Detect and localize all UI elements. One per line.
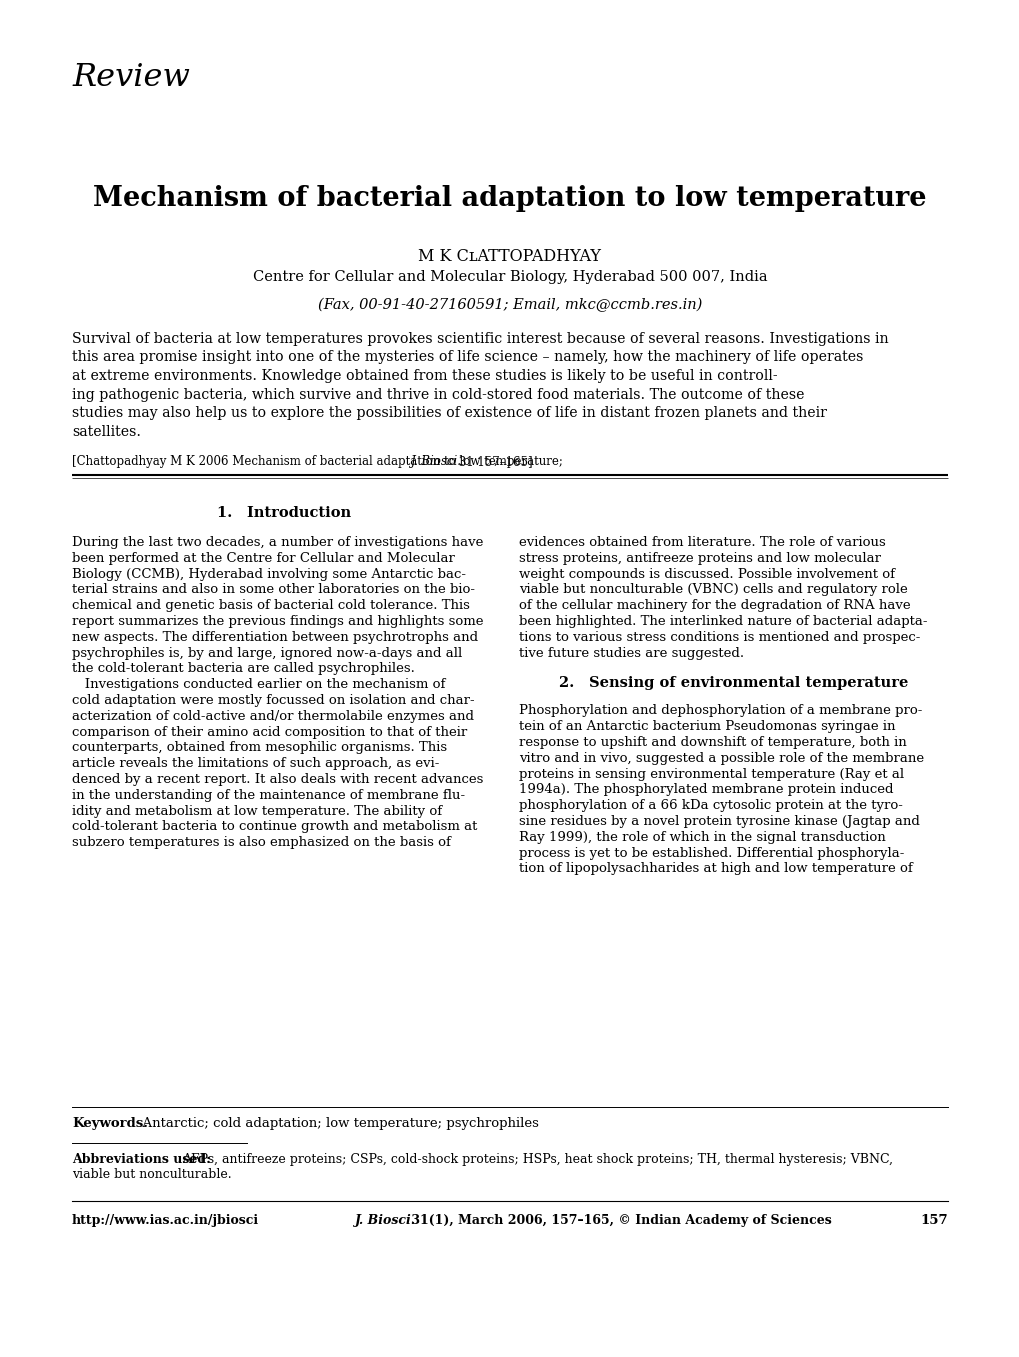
Text: idity and metabolism at low temperature. The ability of: idity and metabolism at low temperature.… bbox=[72, 805, 441, 818]
Text: Biology (CCMB), Hyderabad involving some Antarctic bac-: Biology (CCMB), Hyderabad involving some… bbox=[72, 567, 466, 581]
Text: Mechanism of bacterial adaptation to low temperature: Mechanism of bacterial adaptation to low… bbox=[93, 185, 926, 212]
Text: tive future studies are suggested.: tive future studies are suggested. bbox=[519, 646, 744, 660]
Text: (Fax, 00-91-40-27160591; Email, mkc@ccmb.res.in): (Fax, 00-91-40-27160591; Email, mkc@ccmb… bbox=[318, 299, 701, 312]
Text: report summarizes the previous findings and highlights some: report summarizes the previous findings … bbox=[72, 615, 483, 628]
Text: AFPs, antifreeze proteins; CSPs, cold-shock proteins; HSPs, heat shock proteins;: AFPs, antifreeze proteins; CSPs, cold-sh… bbox=[181, 1153, 892, 1166]
Text: stress proteins, antifreeze proteins and low molecular: stress proteins, antifreeze proteins and… bbox=[519, 552, 880, 565]
Text: proteins in sensing environmental temperature (Ray et al: proteins in sensing environmental temper… bbox=[519, 768, 903, 780]
Text: in the understanding of the maintenance of membrane flu-: in the understanding of the maintenance … bbox=[72, 788, 465, 802]
Text: Review: Review bbox=[72, 62, 190, 94]
Text: viable but nonculturable (VBNC) cells and regulatory role: viable but nonculturable (VBNC) cells an… bbox=[519, 584, 907, 596]
Text: sine residues by a novel protein tyrosine kinase (Jagtap and: sine residues by a novel protein tyrosin… bbox=[519, 816, 919, 828]
Text: J. Biosci.: J. Biosci. bbox=[355, 1215, 416, 1227]
Text: cold-tolerant bacteria to continue growth and metabolism at: cold-tolerant bacteria to continue growt… bbox=[72, 821, 477, 833]
Text: process is yet to be established. Differential phosphoryla-: process is yet to be established. Differ… bbox=[519, 847, 904, 859]
Text: subzero temperatures is also emphasized on the basis of: subzero temperatures is also emphasized … bbox=[72, 836, 450, 849]
Text: tion of lipopolysachharides at high and low temperature of: tion of lipopolysachharides at high and … bbox=[519, 863, 912, 875]
Text: this area promise insight into one of the mysteries of life science – namely, ho: this area promise insight into one of th… bbox=[72, 350, 862, 365]
Text: Phosphorylation and dephosphorylation of a membrane pro-: Phosphorylation and dephosphorylation of… bbox=[519, 704, 921, 718]
Text: evidences obtained from literature. The role of various: evidences obtained from literature. The … bbox=[519, 536, 884, 550]
Text: the cold-tolerant bacteria are called psychrophiles.: the cold-tolerant bacteria are called ps… bbox=[72, 662, 415, 676]
Text: cold adaptation were mostly focussed on isolation and char-: cold adaptation were mostly focussed on … bbox=[72, 693, 474, 707]
Text: J. Biosci.: J. Biosci. bbox=[411, 455, 462, 468]
Text: 31(1), March 2006, 157–165, © Indian Academy of Sciences: 31(1), March 2006, 157–165, © Indian Aca… bbox=[407, 1215, 830, 1227]
Text: http://www.ias.ac.in/jbiosci: http://www.ias.ac.in/jbiosci bbox=[72, 1215, 259, 1227]
Text: been performed at the Centre for Cellular and Molecular: been performed at the Centre for Cellula… bbox=[72, 552, 454, 565]
Text: During the last two decades, a number of investigations have: During the last two decades, a number of… bbox=[72, 536, 483, 550]
Text: article reveals the limitations of such approach, as evi-: article reveals the limitations of such … bbox=[72, 757, 439, 771]
Text: Ray 1999), the role of which in the signal transduction: Ray 1999), the role of which in the sign… bbox=[519, 830, 884, 844]
Text: Antarctic; cold adaptation; low temperature; psychrophiles: Antarctic; cold adaptation; low temperat… bbox=[133, 1117, 538, 1130]
Text: 31 157–165]: 31 157–165] bbox=[454, 455, 532, 468]
Text: Keywords.: Keywords. bbox=[72, 1117, 148, 1130]
Text: 1994a). The phosphorylated membrane protein induced: 1994a). The phosphorylated membrane prot… bbox=[519, 783, 893, 797]
Text: vitro and in vivo, suggested a possible role of the membrane: vitro and in vivo, suggested a possible … bbox=[519, 752, 923, 765]
Text: M K CʟATTOPADHYAY: M K CʟATTOPADHYAY bbox=[418, 248, 601, 265]
Text: of the cellular machinery for the degradation of RNA have: of the cellular machinery for the degrad… bbox=[519, 600, 910, 612]
Text: been highlighted. The interlinked nature of bacterial adapta-: been highlighted. The interlinked nature… bbox=[519, 615, 926, 628]
Text: counterparts, obtained from mesophilic organisms. This: counterparts, obtained from mesophilic o… bbox=[72, 741, 446, 754]
Text: acterization of cold-active and/or thermolabile enzymes and: acterization of cold-active and/or therm… bbox=[72, 710, 474, 723]
Text: satellites.: satellites. bbox=[72, 425, 141, 438]
Text: tions to various stress conditions is mentioned and prospec-: tions to various stress conditions is me… bbox=[519, 631, 919, 643]
Text: terial strains and also in some other laboratories on the bio-: terial strains and also in some other la… bbox=[72, 584, 475, 596]
Text: comparison of their amino acid composition to that of their: comparison of their amino acid compositi… bbox=[72, 726, 467, 738]
Text: 2.  Sensing of environmental temperature: 2. Sensing of environmental temperature bbox=[558, 676, 907, 691]
Text: [Chattopadhyay M K 2006 Mechanism of bacterial adaptation to low temperature;: [Chattopadhyay M K 2006 Mechanism of bac… bbox=[72, 455, 567, 468]
Text: ing pathogenic bacteria, which survive and thrive in cold-stored food materials.: ing pathogenic bacteria, which survive a… bbox=[72, 388, 804, 402]
Text: psychrophiles is, by and large, ignored now-a-days and all: psychrophiles is, by and large, ignored … bbox=[72, 646, 462, 660]
Text: Investigations conducted earlier on the mechanism of: Investigations conducted earlier on the … bbox=[72, 678, 445, 691]
Text: denced by a recent report. It also deals with recent advances: denced by a recent report. It also deals… bbox=[72, 773, 483, 786]
Text: Abbreviations used:: Abbreviations used: bbox=[72, 1153, 211, 1166]
Text: 1.  Introduction: 1. Introduction bbox=[217, 506, 352, 520]
Text: studies may also help us to explore the possibilities of existence of life in di: studies may also help us to explore the … bbox=[72, 406, 826, 421]
Text: tein of an Antarctic bacterium Pseudomonas syringae in: tein of an Antarctic bacterium Pseudomon… bbox=[519, 721, 895, 733]
Text: weight compounds is discussed. Possible involvement of: weight compounds is discussed. Possible … bbox=[519, 567, 894, 581]
Text: chemical and genetic basis of bacterial cold tolerance. This: chemical and genetic basis of bacterial … bbox=[72, 600, 470, 612]
Text: phosphorylation of a 66 kDa cytosolic protein at the tyro-: phosphorylation of a 66 kDa cytosolic pr… bbox=[519, 799, 902, 813]
Text: 157: 157 bbox=[919, 1215, 947, 1227]
Text: response to upshift and downshift of temperature, both in: response to upshift and downshift of tem… bbox=[519, 735, 906, 749]
Text: Centre for Cellular and Molecular Biology, Hyderabad 500 007, India: Centre for Cellular and Molecular Biolog… bbox=[253, 270, 766, 284]
Text: viable but nonculturable.: viable but nonculturable. bbox=[72, 1168, 231, 1181]
Text: Survival of bacteria at low temperatures provokes scientific interest because of: Survival of bacteria at low temperatures… bbox=[72, 332, 888, 346]
Text: new aspects. The differentiation between psychrotrophs and: new aspects. The differentiation between… bbox=[72, 631, 478, 643]
Text: at extreme environments. Knowledge obtained from these studies is likely to be u: at extreme environments. Knowledge obtai… bbox=[72, 369, 776, 383]
